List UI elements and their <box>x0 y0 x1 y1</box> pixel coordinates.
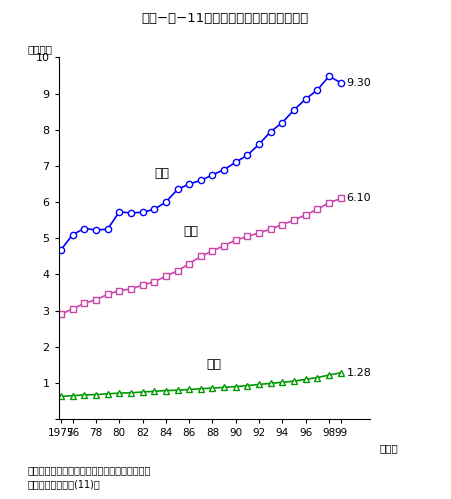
Text: 第２−２−11図　大学等の研究者数の推移: 第２−２−11図 大学等の研究者数の推移 <box>142 12 309 25</box>
Text: 公立: 公立 <box>207 358 221 371</box>
Text: 6.10: 6.10 <box>346 194 371 204</box>
Text: 1.28: 1.28 <box>346 368 371 378</box>
Text: （年）: （年） <box>379 443 398 453</box>
Text: （参照：付属資料(11)）: （参照：付属資料(11)） <box>27 479 100 489</box>
Text: （万人）: （万人） <box>28 44 52 54</box>
Text: 私立: 私立 <box>184 225 198 238</box>
Text: 9.30: 9.30 <box>346 78 371 88</box>
Text: 国立: 国立 <box>154 167 169 180</box>
Text: 資料：総務庁統計局「科学技術研究調査報告」: 資料：総務庁統計局「科学技術研究調査報告」 <box>27 465 151 475</box>
